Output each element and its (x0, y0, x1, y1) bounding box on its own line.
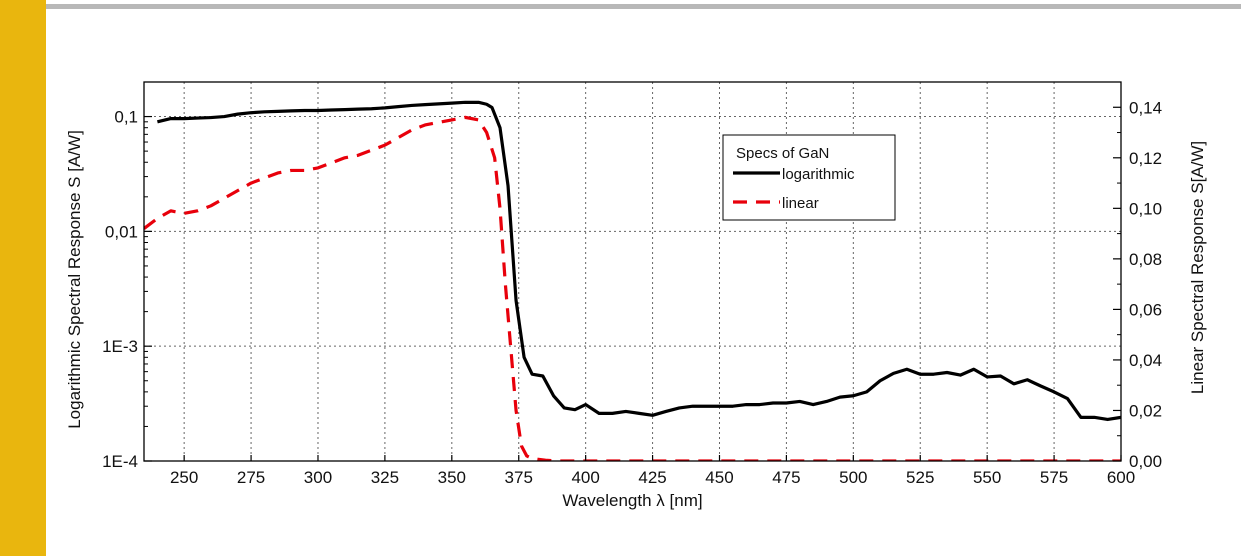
y-left-tick-label: 0,01 (105, 222, 138, 241)
accent-band (0, 0, 46, 556)
legend-box (722, 134, 896, 221)
x-tick-label: 600 (1107, 468, 1135, 487)
legend: Specs of GaN logarithmic linear (722, 134, 896, 221)
x-tick-label: 475 (772, 468, 800, 487)
y-right-tick-label: 0,02 (1129, 401, 1162, 420)
x-tick-label: 425 (638, 468, 666, 487)
legend-title: Specs of GaN (736, 145, 829, 162)
y-right-tick-label: 0,04 (1129, 351, 1162, 370)
x-tick-label: 350 (438, 468, 466, 487)
x-tick-label: 275 (237, 468, 265, 487)
legend-label-logarithmic: logarithmic (782, 166, 855, 183)
y-right-tick-label: 0,08 (1129, 250, 1162, 269)
y-left-tick-label: 0,1 (114, 108, 138, 127)
series-layer (144, 100, 1121, 461)
right-y-axis-title: Linear Spectral Response S[A/W] (1188, 141, 1207, 394)
y-right-tick-label: 0,12 (1129, 149, 1162, 168)
grid (144, 82, 1121, 461)
y-right-tick-label: 0,14 (1129, 98, 1162, 117)
x-tick-label: 250 (170, 468, 198, 487)
x-tick-label: 400 (571, 468, 599, 487)
ticks: 250 275 300 325 350 375 400 425 450 475 500 525 550 5… (102, 81, 1162, 487)
plot-frame (143, 81, 1122, 462)
legend-label-linear: linear (782, 195, 819, 212)
y-left-tick-label: 1E-4 (102, 452, 138, 471)
x-tick-label: 525 (906, 468, 934, 487)
x-tick-label: 575 (1040, 468, 1068, 487)
x-axis-title: Wavelength λ [nm] (562, 491, 702, 510)
series-logarithmic (157, 100, 1121, 422)
x-tick-label: 500 (839, 468, 867, 487)
x-tick-label: 550 (973, 468, 1001, 487)
left-y-axis-title: Logarithmic Spectral Response S [A/W] (65, 130, 84, 429)
y-right-tick-label: 0,00 (1129, 452, 1162, 471)
y-left-tick-label: 1E-3 (102, 337, 138, 356)
top-rule (0, 4, 1241, 9)
y-right-tick-label: 0,10 (1129, 199, 1162, 218)
x-tick-label: 450 (705, 468, 733, 487)
series-linear (144, 115, 1121, 461)
y-right-tick-label: 0,06 (1129, 300, 1162, 319)
x-tick-label: 325 (371, 468, 399, 487)
x-tick-label: 300 (304, 468, 332, 487)
x-tick-label: 375 (505, 468, 533, 487)
